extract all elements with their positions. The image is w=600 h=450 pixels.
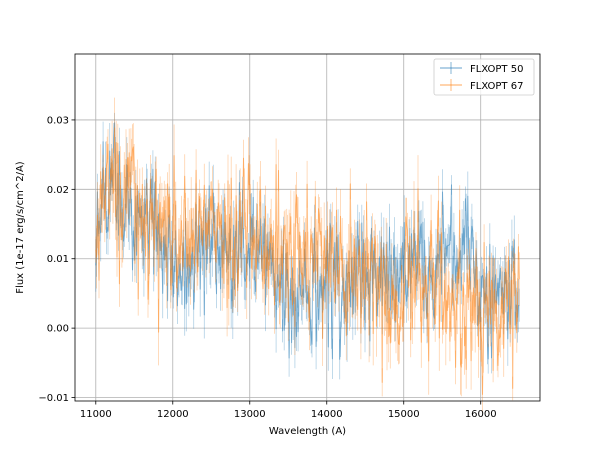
x-tick-label: 11000 [80,409,112,420]
x-tick-label: 12000 [157,409,189,420]
x-axis-label: Wavelength (A) [269,426,346,437]
legend: FLXOPT 50 FLXOPT 67 [433,58,535,96]
y-tick-label: −0.01 [38,393,69,404]
axes-frame [74,53,541,402]
legend-label-flxopt-67: FLXOPT 67 [470,81,523,92]
legend-entry-flxopt-67: FLXOPT 67 [440,79,523,92]
legend-entry-flxopt-50: FLXOPT 50 [440,62,523,75]
y-axis-label: Flux (1e-17 erg/s/cm^2/A) [15,161,26,293]
x-tick-label: 16000 [465,409,497,420]
y-tick-label: 0.01 [47,254,69,265]
series-flxopt-67 [95,97,520,413]
y-tick-label: 0.03 [47,115,69,126]
y-tick-label: 0.02 [47,185,69,196]
x-tick-label: 15000 [388,409,420,420]
axis-ticks: 11000 12000 13000 14000 15000 16000 −0.01 0.00 0… [38,115,496,420]
y-tick-label: 0.00 [47,324,69,335]
plot-area [95,97,520,413]
x-tick-label: 14000 [311,409,343,420]
legend-label-flxopt-50: FLXOPT 50 [470,64,523,75]
series-line [95,127,520,395]
x-tick-label: 13000 [234,409,266,420]
